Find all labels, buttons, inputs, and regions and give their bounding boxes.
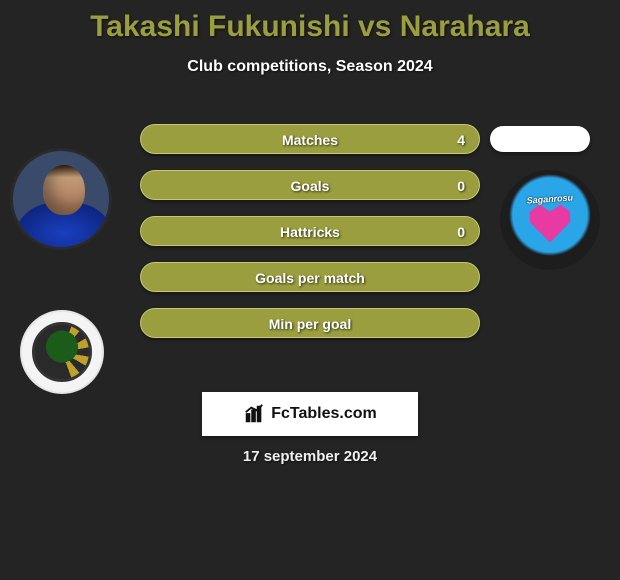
stat-label: Hattricks bbox=[141, 217, 479, 247]
stat-value: 4 bbox=[457, 125, 465, 155]
stat-bar: Matches 4 bbox=[140, 124, 480, 154]
player-avatar-right-placeholder bbox=[490, 126, 590, 152]
stat-bar: Hattricks 0 bbox=[140, 216, 480, 246]
stat-value: 0 bbox=[457, 171, 465, 201]
stat-label: Min per goal bbox=[141, 309, 479, 339]
stat-bar: Goals per match bbox=[140, 262, 480, 292]
stat-label: Goals bbox=[141, 171, 479, 201]
stat-bar: Min per goal bbox=[140, 308, 480, 338]
club-logo-left bbox=[20, 310, 104, 394]
chart-icon bbox=[243, 403, 265, 425]
stat-bar: Goals 0 bbox=[140, 170, 480, 200]
player-avatar-left bbox=[10, 148, 112, 250]
stat-value: 0 bbox=[457, 217, 465, 247]
stat-label: Goals per match bbox=[141, 263, 479, 293]
avatar-head bbox=[43, 165, 85, 215]
club-emblem-icon bbox=[32, 322, 92, 382]
source-attribution: FcTables.com bbox=[202, 392, 418, 436]
stat-label: Matches bbox=[141, 125, 479, 155]
club-logo-right: Saganrosu bbox=[500, 170, 600, 270]
source-label: FcTables.com bbox=[271, 405, 377, 423]
date-label: 17 september 2024 bbox=[0, 448, 620, 465]
stats-bars: Matches 4 Goals 0 Hattricks 0 Goals per … bbox=[140, 124, 480, 354]
page-title: Takashi Fukunishi vs Narahara bbox=[0, 0, 620, 44]
page-subtitle: Club competitions, Season 2024 bbox=[0, 58, 620, 76]
club-right-banner: Saganrosu bbox=[505, 191, 596, 211]
